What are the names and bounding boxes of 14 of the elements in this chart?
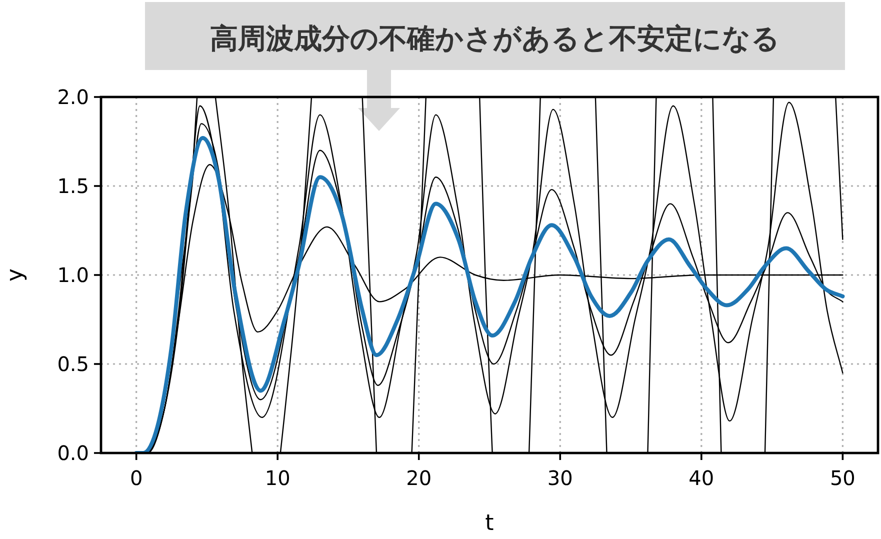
y-tick-label: 1.5 [57, 174, 89, 198]
x-tick-label: 20 [406, 466, 432, 490]
x-axis-title: t [485, 511, 494, 536]
y-tick-label: 2.0 [57, 85, 89, 109]
y-tick-label: 1.0 [57, 263, 89, 287]
y-tick-label: 0.5 [57, 352, 89, 376]
x-tick-label: 10 [264, 466, 290, 490]
x-tick-label: 50 [830, 466, 856, 490]
x-tick-label: 30 [547, 466, 573, 490]
text: 高周波成分の不確かさがあると不安定になる [210, 22, 780, 55]
y-tick-label: 0.0 [57, 441, 89, 465]
x-tick-label: 0 [130, 466, 143, 490]
y-axis-title: y [3, 268, 28, 282]
x-tick-label: 40 [688, 466, 714, 490]
